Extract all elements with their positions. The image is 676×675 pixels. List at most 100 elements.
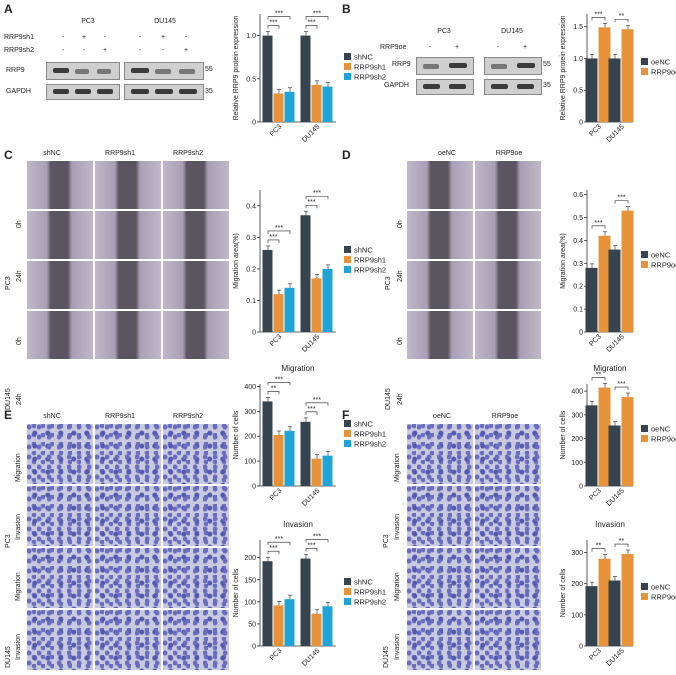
micrograph (162, 547, 230, 609)
sig-label: *** (307, 20, 315, 27)
time-label: 24h (16, 270, 23, 282)
sig-bracket (614, 200, 629, 204)
x-tick-label: DU145 (606, 333, 626, 353)
micrograph (94, 609, 162, 671)
sig-bracket (267, 391, 280, 395)
bar (273, 93, 284, 122)
x-tick-label: PC3 (269, 487, 284, 502)
assay-label: Invasion (15, 513, 22, 540)
blot-a-protein-gapdh: GAPDH (6, 88, 31, 95)
y-tick-label: 0 (252, 330, 256, 337)
y-tick-label: 0.1 (573, 307, 583, 314)
bar (262, 401, 273, 486)
row-c-du145: DU145 (5, 388, 12, 410)
legend-label: RRP9oe (651, 261, 676, 270)
bar (621, 397, 634, 486)
y-axis-label: Migration area(%) (233, 233, 240, 289)
blot-b-mw-55: 55 (543, 61, 551, 68)
bar (300, 558, 311, 646)
sig-bracket (305, 548, 318, 552)
bar (621, 29, 634, 123)
sig-label: *** (307, 199, 315, 206)
sig-label: *** (594, 11, 602, 18)
sign: - (138, 47, 142, 54)
micrograph (474, 310, 542, 360)
y-tick-label: 50 (248, 621, 256, 628)
sig-label: *** (275, 376, 283, 383)
y-tick-label: 100 (244, 459, 256, 466)
x-tick-label: DU145 (301, 487, 321, 507)
sign: + (183, 47, 189, 54)
chart-a: 0 0.5 1.0 Relative RRP9 protein expression *… (233, 11, 386, 144)
legend-swatch (641, 261, 648, 268)
chart-f-invasion: 0 100 200 300 Number of cells Invasion ** PC3 **… (560, 520, 676, 668)
panel-letter-f: F (342, 408, 350, 422)
micrograph (26, 160, 94, 210)
sig-label: *** (313, 534, 321, 541)
micrograph (26, 609, 94, 671)
x-tick-label: PC3 (588, 333, 603, 348)
y-tick-label: 0.4 (573, 238, 583, 245)
sig-bracket (591, 225, 606, 229)
blot-b-pc3-rrp9 (416, 57, 474, 75)
legend-swatch (641, 593, 648, 600)
legend-swatch (641, 583, 648, 590)
bar (598, 558, 611, 646)
bar (300, 421, 311, 486)
blot-a-du145-rrp9 (124, 62, 204, 80)
blot-a-cell-pc3: PC3 (81, 18, 95, 25)
y-tick-label: 0 (252, 484, 256, 491)
bar (311, 613, 322, 646)
row-e-du145: DU145 (5, 646, 12, 668)
micrograph (474, 485, 542, 547)
panel-letter-b: B (342, 2, 351, 16)
sig-bracket (305, 402, 329, 406)
legend-swatch (344, 256, 351, 263)
y-tick-label: 0.3 (573, 261, 583, 268)
blot-b-cell-du145: DU145 (501, 28, 523, 35)
legend-swatch (641, 68, 648, 75)
micrograph (162, 310, 230, 360)
sig-bracket (591, 377, 606, 381)
sig-label: ** (596, 372, 602, 379)
y-tick-label: 100 (571, 612, 583, 619)
legend-label: RRP9oe (651, 593, 676, 602)
sig-bracket (267, 550, 280, 555)
blot-b-protein-gapdh: GAPDH (384, 82, 409, 89)
bar (608, 249, 621, 332)
micrograph (26, 547, 94, 609)
bar (621, 210, 634, 332)
x-tick-label: PC3 (269, 333, 284, 348)
sig-label: *** (275, 536, 283, 543)
panel-letter-d: D (342, 148, 351, 162)
col-d-oenc: oeNC (438, 150, 456, 157)
y-tick-label: 400 (244, 384, 256, 391)
sign: + (81, 34, 87, 41)
x-tick-label: PC3 (269, 123, 284, 138)
micrograph (162, 485, 230, 547)
y-axis-label: Number of cells (233, 410, 240, 459)
micrograph (474, 609, 542, 671)
sig-bracket (267, 16, 291, 20)
x-tick-label: DU145 (301, 647, 321, 667)
micrograph (162, 423, 230, 485)
sig-label: *** (275, 11, 283, 18)
micrograph (94, 310, 162, 360)
bar (284, 430, 295, 486)
sig-bracket (614, 386, 629, 391)
micrograph (162, 260, 230, 310)
legend-label: RRP9sh2 (354, 73, 386, 82)
blot-b-du145-rrp9 (484, 57, 542, 75)
legend-label: oeNC (651, 58, 671, 67)
y-tick-label: 200 (244, 555, 256, 562)
y-tick-label: 0.2 (246, 266, 256, 273)
micrograph (474, 260, 542, 310)
sig-label: *** (617, 381, 625, 388)
col-f-oe: RRP9oe (491, 413, 519, 420)
micrograph (406, 423, 474, 485)
bar (284, 91, 295, 122)
legend-label: RRP9oe (651, 68, 676, 77)
y-tick-label: 300 (244, 409, 256, 416)
col-f-oenc: oeNC (433, 413, 451, 420)
sig-label: *** (269, 20, 277, 27)
